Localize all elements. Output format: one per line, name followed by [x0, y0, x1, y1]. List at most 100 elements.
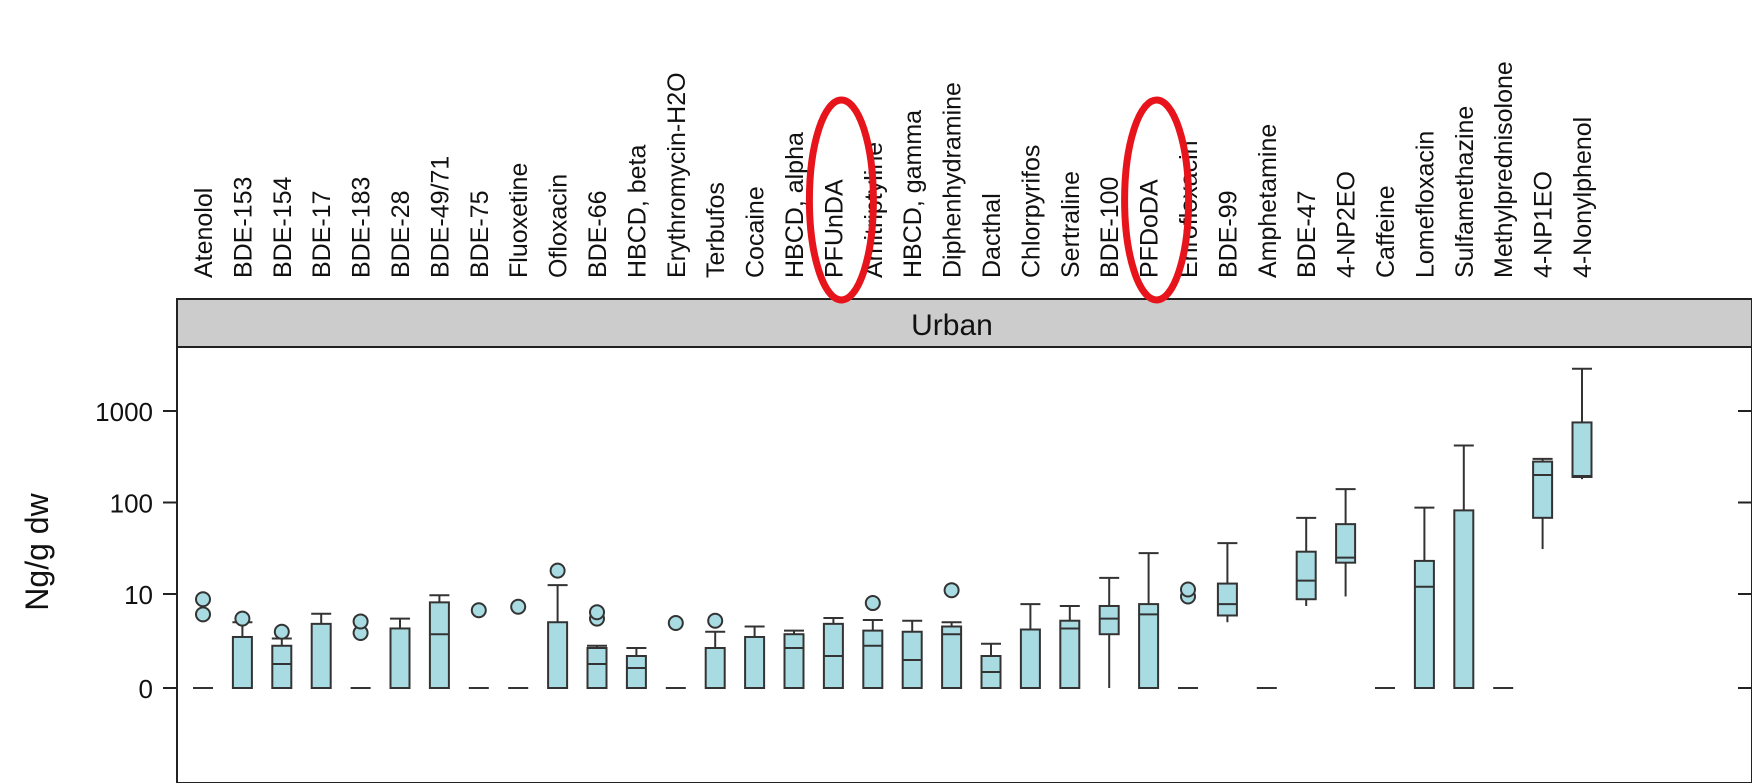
category-label: PFUnDA	[820, 179, 848, 278]
category-label: Amphetamine	[1254, 124, 1282, 278]
box-24	[1138, 552, 1160, 689]
box-18	[901, 619, 923, 690]
box-body	[389, 627, 411, 689]
category-label: Terbufos	[702, 182, 730, 278]
box-31	[1413, 506, 1435, 690]
y-tick-label: 0	[139, 674, 153, 704]
box-body	[941, 625, 963, 689]
box-body	[1019, 628, 1041, 689]
category-label: Erythromycin-H2O	[663, 72, 691, 278]
highlight-ellipse	[805, 96, 877, 304]
box-body	[1059, 619, 1081, 690]
category-label: BDE-28	[387, 190, 415, 278]
box-13	[704, 612, 726, 689]
box-6	[428, 594, 450, 689]
category-label: BDE-49/71	[426, 156, 454, 278]
outlier-point	[549, 562, 566, 579]
box-0	[193, 591, 213, 689]
outlier-point	[273, 623, 290, 640]
category-label: BDE-99	[1214, 190, 1242, 278]
box-22	[1059, 604, 1081, 690]
panel-frame	[176, 346, 1752, 783]
box-20	[980, 642, 1002, 689]
category-label: BDE-154	[269, 176, 297, 278]
panel-title: Urban	[911, 309, 993, 342]
category-label: 4-NP2EO	[1333, 171, 1361, 278]
box-body	[1335, 523, 1357, 564]
box-26	[1216, 542, 1238, 623]
outlier-point	[510, 598, 527, 615]
box-7	[468, 602, 489, 689]
box-3	[310, 612, 332, 689]
box-21	[1019, 603, 1041, 689]
category-label-layer: Atenolol BDE-153 BDE-154 BDE-17 BDE-183 BDE-2…	[190, 61, 1597, 278]
y-axis: 0 10 100 1000	[95, 397, 1752, 704]
category-label: HBCD, alpha	[781, 132, 809, 278]
box-body	[428, 601, 450, 689]
outlier-point	[1180, 581, 1196, 598]
category-label: BDE-47	[1293, 190, 1321, 278]
category-label: Lomefloxacin	[1411, 131, 1439, 278]
y-axis-title: Ng/g dw	[19, 492, 55, 610]
annotation-layer	[805, 96, 1193, 304]
box-28	[1295, 516, 1317, 606]
box-body	[1216, 582, 1238, 617]
box-body	[1138, 603, 1160, 689]
category-label: Methylprednisolone	[1490, 61, 1518, 278]
outlier-point	[943, 582, 960, 599]
box-9	[547, 562, 569, 690]
box-body	[625, 655, 647, 689]
box-layer	[193, 367, 1593, 690]
box-body	[704, 647, 726, 689]
box-body	[783, 633, 805, 689]
category-label: BDE-66	[584, 190, 612, 278]
category-label: HBCD, gamma	[899, 110, 927, 278]
box-34	[1532, 457, 1554, 550]
outlier-point	[707, 612, 724, 629]
box-35	[1571, 367, 1593, 480]
category-label: HBCD, beta	[623, 145, 651, 278]
box-1	[231, 610, 253, 690]
box-23	[1098, 576, 1120, 688]
y-tick-label: 10	[124, 580, 153, 610]
box-body	[1098, 604, 1120, 636]
category-label: Ofloxacin	[545, 174, 573, 278]
box-17	[862, 595, 884, 689]
outlier-point	[352, 613, 369, 630]
outlier-point	[470, 602, 487, 619]
highlight-ellipse	[1121, 96, 1193, 304]
box-body	[271, 644, 293, 689]
outlier-point	[234, 610, 251, 627]
plot-panel	[176, 346, 1752, 783]
category-label: Dacthal	[978, 193, 1006, 278]
category-label: BDE-17	[308, 190, 336, 278]
category-label: Cocaine	[742, 186, 770, 278]
box-5	[389, 617, 411, 689]
category-label: Sulfamethazine	[1451, 106, 1479, 278]
category-label: BDE-183	[348, 177, 376, 278]
box-2	[271, 623, 293, 689]
category-label: Atenolol	[190, 188, 218, 278]
box-16	[822, 616, 844, 689]
box-19	[941, 582, 963, 689]
box-body	[1295, 550, 1317, 601]
box-29	[1335, 488, 1357, 597]
box-body	[1453, 509, 1475, 690]
category-label: 4-Nonylphenol	[1569, 117, 1597, 278]
category-label: Caffeine	[1372, 185, 1400, 278]
box-body	[1413, 559, 1435, 690]
category-label: Sertraline	[1057, 171, 1085, 278]
outlier-point	[195, 591, 211, 608]
box-body	[1571, 421, 1593, 478]
y-tick-label: 1000	[95, 397, 153, 427]
category-label: BDE-153	[229, 177, 257, 278]
box-10	[586, 604, 608, 689]
box-25	[1178, 581, 1198, 689]
box-body	[586, 647, 608, 689]
box-15	[783, 629, 805, 689]
y-tick-label: 100	[110, 489, 153, 519]
box-14	[744, 625, 766, 690]
box-8	[508, 598, 529, 689]
box-11	[625, 647, 647, 689]
